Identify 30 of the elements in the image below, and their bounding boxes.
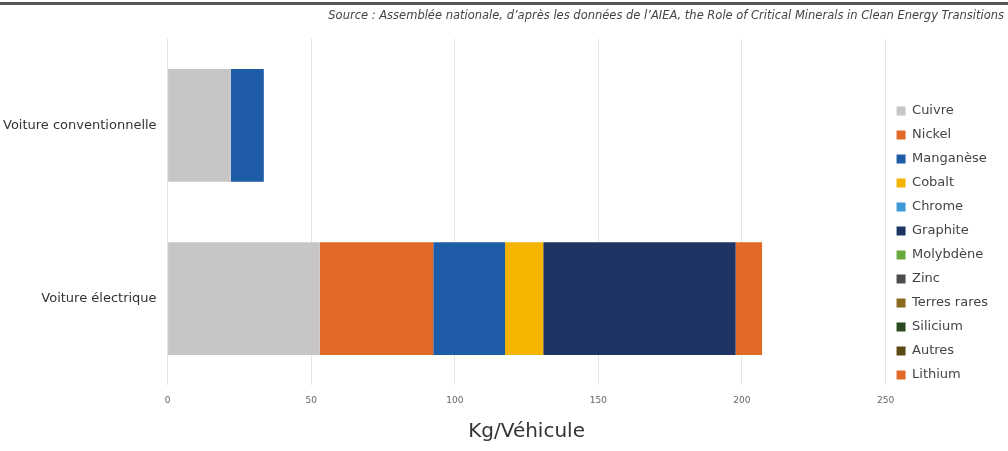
y-tick-label: Voiture conventionnelle [3, 116, 157, 132]
x-tick-label: 250 [876, 394, 895, 405]
legend-label: Manganèse [912, 150, 987, 166]
legend-label: Terres rares [911, 294, 989, 310]
x-tick-label: 200 [733, 394, 751, 405]
legend-label: Lithium [912, 366, 961, 382]
source-note: Source : Assemblée nationale, d’après les données de l’AIEA, the Role of Critical Minerals in Clean Energy Transitions [328, 8, 1004, 22]
bar [433, 242, 506, 355]
x-tick-label: 50 [305, 394, 318, 405]
bar [543, 242, 736, 355]
x-tick-label: 150 [589, 394, 608, 405]
x-tick-label: 100 [446, 394, 464, 405]
bar [168, 242, 320, 355]
legend-label: Silicium [912, 318, 963, 334]
legend-label: Molybdène [912, 246, 984, 262]
y-tick-label: Voiture électrique [41, 289, 157, 305]
x-tick-label: 0 [164, 394, 171, 405]
legend-label: Autres [912, 342, 955, 358]
legend-label: Nickel [912, 126, 952, 142]
bar [319, 242, 434, 355]
bar [230, 69, 264, 182]
legend-label: Cobalt [912, 174, 955, 190]
legend-label: Cuivre [912, 102, 954, 118]
legend-label: Graphite [912, 222, 969, 238]
bar [735, 242, 763, 355]
legend-label: Chrome [912, 198, 964, 214]
x-axis-title: Kg/Véhicule [468, 418, 585, 443]
bar [168, 69, 231, 182]
legend-label: Zinc [912, 270, 940, 286]
bar [505, 242, 544, 355]
